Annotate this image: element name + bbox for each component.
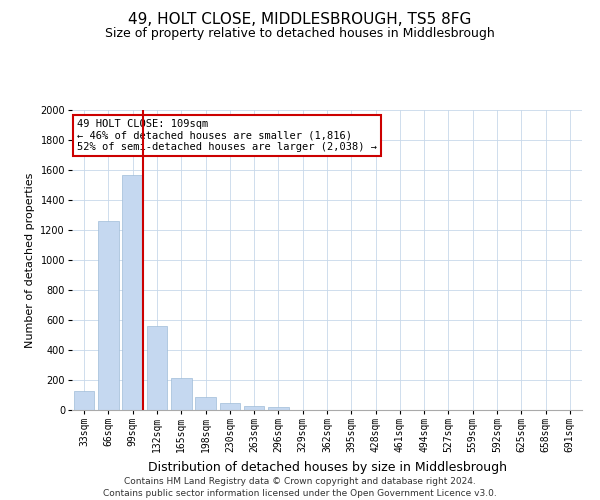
Bar bbox=[74, 390, 94, 410]
Bar bbox=[98, 221, 119, 410]
Text: Contains HM Land Registry data © Crown copyright and database right 2024.
Contai: Contains HM Land Registry data © Crown c… bbox=[103, 476, 497, 498]
Bar bbox=[171, 378, 191, 410]
Y-axis label: Number of detached properties: Number of detached properties bbox=[25, 172, 35, 348]
Bar bbox=[122, 174, 143, 410]
Text: Size of property relative to detached houses in Middlesbrough: Size of property relative to detached ho… bbox=[105, 28, 495, 40]
Text: 49, HOLT CLOSE, MIDDLESBROUGH, TS5 8FG: 49, HOLT CLOSE, MIDDLESBROUGH, TS5 8FG bbox=[128, 12, 472, 28]
Bar bbox=[146, 326, 167, 410]
X-axis label: Distribution of detached houses by size in Middlesbrough: Distribution of detached houses by size … bbox=[148, 460, 506, 473]
Bar bbox=[244, 406, 265, 410]
Text: 49 HOLT CLOSE: 109sqm
← 46% of detached houses are smaller (1,816)
52% of semi-d: 49 HOLT CLOSE: 109sqm ← 46% of detached … bbox=[77, 119, 377, 152]
Bar bbox=[268, 408, 289, 410]
Bar bbox=[195, 396, 216, 410]
Bar bbox=[220, 403, 240, 410]
